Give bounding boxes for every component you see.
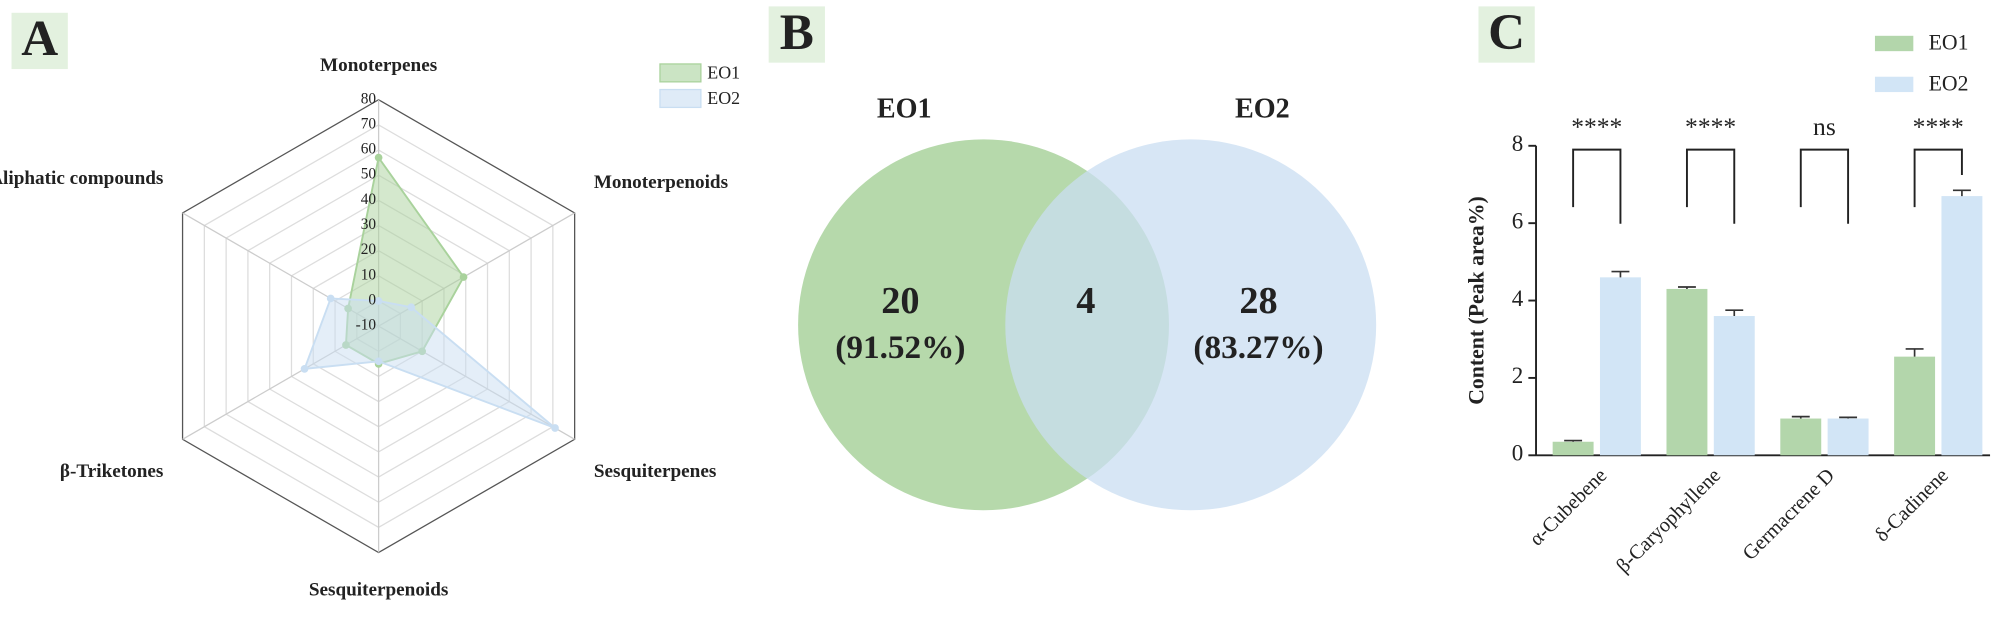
set-name: EO2 — [1235, 94, 1290, 125]
axis-label: Monoterpenoids — [594, 172, 728, 193]
radar-point — [459, 273, 468, 281]
error-bar — [1952, 189, 1971, 197]
r-tick-label: 20 — [361, 241, 377, 258]
legend-label: EO1 — [707, 62, 740, 82]
legend-swatch — [659, 63, 702, 83]
panel-label-box — [1478, 6, 1535, 63]
r-tick-label: 10 — [361, 266, 377, 283]
x-tick-label: α-Cubebene — [1526, 465, 1612, 551]
r-tick-label: 60 — [361, 141, 377, 158]
set-count: 20 — [881, 280, 919, 322]
y-tick-label: 4 — [1512, 285, 1524, 311]
significance-label: ns — [1813, 112, 1836, 141]
set-count: 28 — [1239, 280, 1277, 322]
error-bar — [1791, 415, 1810, 419]
x-tick-label: β-Caryophyllene — [1612, 465, 1725, 578]
axis-label: Sesquiterpenes — [594, 461, 717, 482]
y-tick-label: 2 — [1512, 362, 1524, 388]
legend-label: EO2 — [1929, 72, 1969, 96]
r-tick-label: 30 — [361, 216, 377, 233]
r-tick-label: 80 — [361, 90, 377, 107]
r-tick-label: -10 — [356, 317, 377, 334]
bar — [1666, 288, 1708, 456]
error-bar — [1677, 286, 1696, 289]
set-percent: (91.52%) — [835, 329, 965, 366]
axis-label: Sesquiterpenoids — [309, 579, 449, 600]
radar-point — [374, 357, 383, 366]
y-axis-label: Content (Peak area%) — [1464, 196, 1488, 404]
x-tick-label: Germacrene D — [1739, 465, 1839, 565]
axis-label: Aliphatic compounds — [0, 168, 163, 189]
bar — [1827, 418, 1869, 456]
bar — [1713, 316, 1755, 456]
error-bar — [1564, 439, 1583, 442]
significance-bracket — [1913, 148, 1963, 208]
y-tick-label: 0 — [1512, 440, 1524, 466]
panel-label: A — [21, 10, 58, 67]
significance-label: **** — [1571, 112, 1622, 141]
x-tick-label: δ-Cadinene — [1871, 465, 1953, 547]
bar — [1894, 356, 1936, 456]
significance-label: **** — [1913, 112, 1964, 141]
r-tick-label: 0 — [368, 291, 376, 308]
set-percent: (83.27%) — [1193, 329, 1323, 366]
axis-label: Monoterpenes — [320, 55, 437, 76]
legend-swatch — [1874, 76, 1914, 93]
radar-point — [300, 365, 309, 373]
r-tick-label: 50 — [361, 166, 377, 183]
significance-bracket — [1572, 148, 1622, 224]
panel-label: C — [1488, 4, 1525, 61]
y-tick-label: 8 — [1512, 130, 1524, 156]
axis-label: β-Triketones — [60, 461, 163, 482]
legend-label: EO2 — [707, 88, 740, 108]
y-tick-label: 6 — [1512, 207, 1524, 233]
bar — [1552, 441, 1594, 456]
radar-point — [374, 153, 383, 162]
radar-point — [326, 294, 335, 303]
significance-bracket — [1799, 148, 1850, 224]
error-bar — [1839, 416, 1858, 419]
legend-swatch — [1874, 35, 1914, 52]
radar-point — [374, 297, 383, 305]
intersection-count: 4 — [1076, 280, 1095, 322]
bar — [1599, 277, 1641, 456]
panel-label-box — [768, 6, 825, 63]
set-name: EO1 — [877, 94, 932, 125]
legend-label: EO1 — [1929, 31, 1969, 55]
bar — [1941, 196, 1983, 456]
error-bar — [1905, 348, 1924, 357]
significance-bracket — [1685, 148, 1736, 224]
significance-label: **** — [1685, 112, 1736, 141]
error-bar — [1611, 270, 1630, 278]
panel-label: B — [780, 4, 814, 61]
error-bar — [1725, 309, 1744, 317]
r-tick-label: 70 — [361, 115, 377, 132]
venn-circle — [1005, 139, 1377, 511]
r-tick-label: 40 — [361, 191, 377, 208]
radar-point — [551, 424, 559, 432]
bar — [1780, 418, 1822, 456]
panel-label-box — [11, 12, 68, 70]
legend-swatch — [659, 88, 702, 109]
radar-point — [407, 303, 416, 312]
